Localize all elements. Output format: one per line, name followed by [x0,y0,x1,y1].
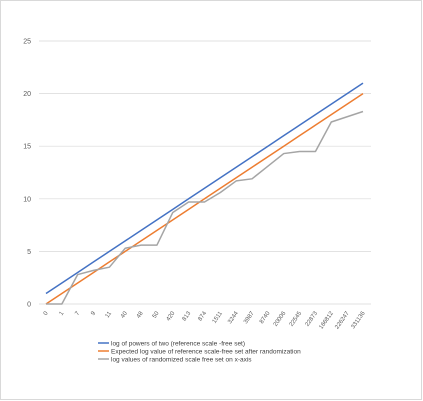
x-tick-label: 3244 [227,310,240,325]
x-tick-label: 420 [166,310,177,322]
x-tick-label: 50 [152,310,161,319]
x-tick-label: 331136 [350,310,367,330]
x-axis-ticks: 0 1 7 9 11 40 48 50 420 813 874 1511 3244 3987 8740 200… [43,310,367,330]
x-tick-label: 874 [197,310,208,322]
y-tick-label: 20 [23,91,31,98]
x-tick-label: 22873 [305,310,320,328]
x-tick-label: 1511 [212,310,225,325]
x-tick-label: 48 [136,310,145,319]
x-tick-label: 20006 [273,310,288,328]
x-tick-label: 166812 [319,310,336,330]
legend-label: log of powers of two (reference scale -f… [111,340,245,347]
y-tick-label: 10 [23,196,31,203]
y-tick-label: 25 [23,39,31,46]
y-tick-label: 5 [27,249,31,256]
x-tick-label: 11 [105,310,114,319]
x-tick-label: 813 [182,310,193,322]
x-tick-label: 9 [90,310,97,317]
series-line-3 [46,110,364,305]
x-tick-label: 8740 [259,310,272,325]
series-lines [45,82,364,305]
x-tick-label: 3987 [243,310,256,325]
x-tick-label: 7 [75,310,82,317]
legend-label: log values of randomized scale free set … [111,356,252,363]
legend: log of powers of two (reference scale -f… [98,340,301,363]
series-line-1 [45,82,364,295]
y-axis-ticks: 0 5 10 15 20 25 [23,39,31,309]
x-tick-label: 0 [43,310,50,317]
x-tick-label: 40 [120,310,129,319]
x-tick-label: 1 [59,310,66,317]
y-tick-label: 0 [27,302,31,309]
y-tick-label: 15 [23,144,31,151]
legend-label: Expected log value of reference scale-fr… [111,348,301,355]
x-tick-label: 22545 [289,310,304,328]
x-tick-label: 226247 [334,310,351,330]
